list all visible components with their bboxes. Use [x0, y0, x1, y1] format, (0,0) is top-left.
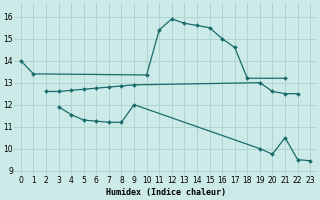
X-axis label: Humidex (Indice chaleur): Humidex (Indice chaleur) — [106, 188, 226, 197]
